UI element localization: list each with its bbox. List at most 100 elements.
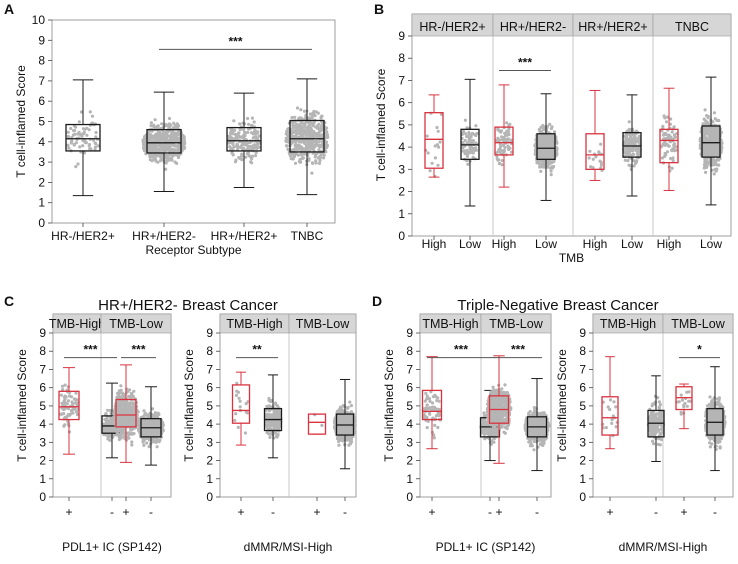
data-point: [627, 120, 631, 124]
x-tick-label: +: [237, 505, 244, 519]
data-point: [324, 140, 328, 144]
data-point: [625, 147, 629, 151]
data-point: [130, 395, 134, 399]
data-point: [157, 134, 161, 138]
y-tick-label: 2: [398, 185, 405, 199]
data-point: [271, 416, 275, 420]
data-point: [129, 419, 133, 424]
data-point: [228, 145, 232, 149]
data-point: [167, 116, 172, 121]
data-point: [468, 147, 472, 151]
data-point: [81, 132, 86, 136]
data-point: [246, 144, 250, 149]
data-point: [265, 430, 269, 435]
data-point: [348, 439, 352, 443]
data-point: [475, 131, 479, 136]
data-point: [160, 122, 164, 126]
data-point: [155, 438, 159, 442]
data-point: [119, 384, 123, 388]
x-tick-label: High: [583, 237, 608, 251]
data-point: [635, 148, 639, 152]
data-point: [720, 141, 724, 145]
x-tick-label: +: [313, 505, 320, 519]
data-point: [269, 398, 273, 403]
data-point: [540, 136, 544, 140]
data-point: [235, 144, 239, 148]
y-tick-label: 0: [206, 490, 213, 504]
data-point: [293, 115, 297, 119]
data-point: [164, 167, 168, 171]
y-tick-label: 8: [406, 344, 413, 358]
data-point: [632, 141, 636, 145]
data-point: [72, 142, 76, 146]
data-point: [132, 423, 136, 427]
data-point: [169, 156, 174, 160]
data-point: [497, 139, 501, 143]
data-point: [325, 130, 329, 134]
data-point: [433, 423, 437, 427]
data-point: [552, 164, 556, 169]
data-point: [170, 130, 174, 134]
data-point: [435, 125, 439, 130]
x-tick-label: +: [65, 505, 72, 519]
data-point: [153, 411, 157, 415]
data-point: [346, 426, 350, 430]
data-point: [509, 139, 513, 143]
data-point: [149, 124, 153, 128]
data-point: [293, 147, 297, 151]
box-3: [533, 93, 559, 201]
data-point: [314, 159, 318, 163]
data-point: [588, 149, 592, 153]
data-point: [314, 152, 318, 156]
data-point: [539, 169, 543, 173]
data-point: [463, 152, 467, 156]
y-tick-label: 1: [38, 196, 45, 210]
data-point: [548, 122, 552, 126]
y-tick-label: 3: [39, 435, 46, 449]
data-point: [322, 153, 326, 157]
data-point: [344, 416, 348, 420]
data-point: [427, 397, 432, 401]
box-iqr: [58, 390, 80, 421]
data-point: [631, 148, 635, 153]
data-point: [233, 418, 237, 423]
data-point: [318, 145, 322, 149]
data-point: [131, 432, 135, 436]
data-point: [550, 125, 554, 129]
data-point: [541, 153, 545, 157]
y-tick-label: 0: [406, 490, 413, 504]
data-point: [552, 130, 557, 134]
y-tick-label: 10: [32, 13, 46, 27]
y-tick-label: 8: [38, 54, 45, 68]
data-point: [275, 435, 279, 439]
data-point: [246, 130, 250, 135]
box-iqr: [424, 112, 444, 169]
data-point: [154, 132, 158, 136]
data-point: [147, 137, 151, 141]
y-tick-label: 2: [38, 175, 45, 189]
data-point: [143, 141, 147, 145]
y-tick-label: 8: [39, 344, 46, 358]
data-point: [94, 135, 98, 139]
data-point: [238, 399, 242, 403]
data-point: [104, 412, 108, 416]
data-point: [233, 128, 237, 132]
data-point: [631, 138, 635, 142]
data-point: [318, 158, 322, 163]
box-iqr: [65, 123, 101, 152]
data-point: [231, 142, 235, 146]
data-point: [151, 429, 155, 433]
data-point: [623, 158, 627, 162]
data-point: [299, 108, 303, 112]
data-point: [253, 154, 258, 158]
data-point: [232, 145, 236, 149]
data-point: [625, 133, 629, 137]
data-point: [712, 172, 716, 176]
data-point: [60, 384, 65, 388]
y-tick-label: 4: [398, 140, 405, 154]
data-point: [463, 138, 467, 143]
data-point: [166, 156, 170, 160]
data-point: [598, 159, 602, 163]
data-point: [428, 406, 432, 410]
data-point: [625, 151, 630, 155]
